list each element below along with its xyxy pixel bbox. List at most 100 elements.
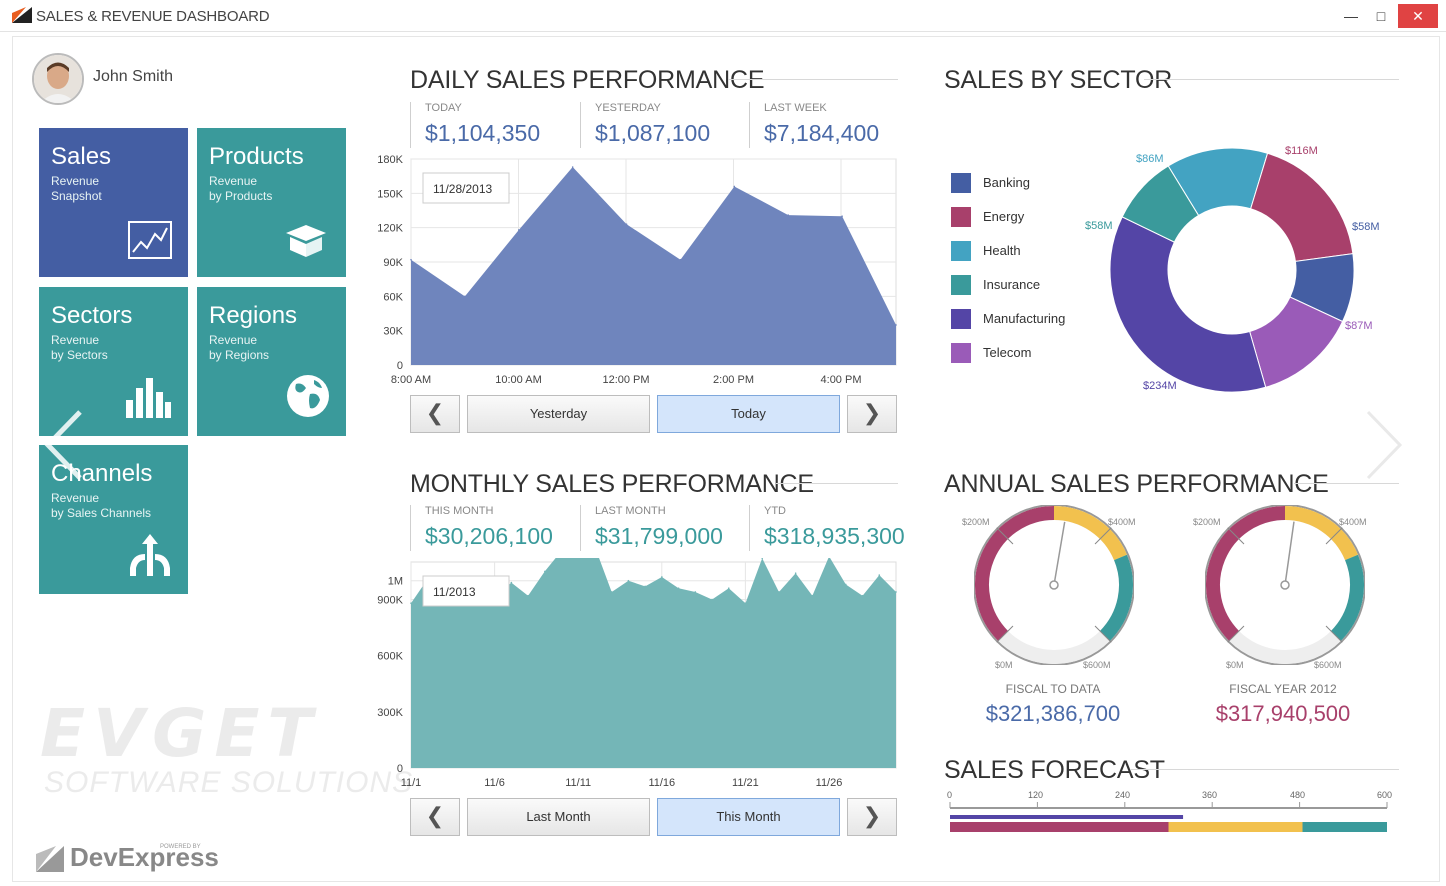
forecast-tick-label: 600 [1377,790,1393,800]
gauge-tick [996,625,1014,643]
data-point [410,258,412,261]
maximize-button[interactable]: □ [1376,8,1386,24]
data-point [761,558,764,560]
powered-by-label: POWERED BY [160,844,201,850]
gauge-hub [1049,580,1059,590]
data-point [878,574,881,576]
data-point [610,591,613,593]
legend-swatch [951,173,971,193]
legend-label: Insurance [983,277,1041,292]
gauge-tick [1227,527,1245,545]
monthly-prev-button[interactable]: ❮ [410,798,460,836]
gauge-band-low [975,506,1055,641]
metric-ytd: YTD $318,935,300 [749,505,905,551]
y-tick-label: 300K [377,707,403,719]
monthly-sales-area-chart[interactable]: 0 300K 600K 900K 1M 11/1 11/6 11/11 11/16 11/21 11… [370,558,910,794]
daily-sales-area-chart[interactable]: 0 30K 60K 90K 120K 150K 180K 8:00 AM 10:00 AM 12:… [370,155,910,391]
data-point [543,570,546,573]
last-month-button[interactable]: Last Month [467,798,650,836]
y-tick-label: 150K [377,188,403,200]
metric-value: $7,184,400 [764,120,880,146]
donut-label-manufacturing: $234M [1143,380,1177,392]
gauge-tick [1325,527,1343,545]
legend-label: Manufacturing [983,311,1066,326]
today-button[interactable]: Today [657,395,840,433]
forecast-band [950,822,1169,832]
metric-today: TODAY $1,104,350 [410,102,540,148]
donut-slice-insurance [1121,165,1200,243]
x-tick-label: 12:00 PM [602,374,649,386]
monthly-next-button[interactable]: ❯ [847,798,897,836]
tile-products[interactable]: Products Revenue by Products [197,128,346,277]
avatar[interactable] [32,53,84,105]
legend-label: Telecom [983,345,1032,360]
gauge-tick [1094,527,1112,545]
data-point [787,214,790,216]
globe-icon [287,375,329,417]
window-title: SALES & REVENUE DASHBOARD [36,8,270,25]
this-month-button[interactable]: This Month [657,798,840,836]
x-tick-label: 10:00 AM [495,374,541,386]
tile-sectors[interactable]: Sectors Revenue by Sectors [39,287,188,436]
metric-label: LAST MONTH [595,505,666,517]
tooltip-label: 11/2013 [433,585,476,599]
previous-page-arrow-icon[interactable] [42,408,84,482]
next-page-arrow-icon[interactable] [1364,408,1406,482]
gauge-caption: FISCAL YEAR 2012 [1229,682,1337,696]
donut-slice-manufacturing [1109,216,1267,393]
data-point [464,295,466,298]
metric-value: $1,087,100 [595,120,711,146]
annual-sales-title: ANNUAL SALES PERFORMANCE [944,470,1329,498]
data-point [517,229,520,231]
section-divider [776,483,898,484]
forecast-progress-bar [950,815,1184,819]
tile-title: Products [209,143,304,170]
data-point [677,587,680,590]
daily-next-button[interactable]: ❯ [847,395,897,433]
gauge-band-mid [1053,506,1127,561]
gauge-band-mid [1284,506,1358,561]
forecast-tick-label: 120 [1028,790,1044,800]
tile-sales[interactable]: Sales Revenue Snapshot [39,128,188,277]
metric-yesterday: YESTERDAY $1,087,100 [580,102,710,148]
daily-prev-button[interactable]: ❮ [410,395,460,433]
tile-regions[interactable]: Regions Revenue by Regions [197,287,346,436]
metric-label: TODAY [425,102,462,114]
legend-swatch [951,241,971,261]
gauge-tick-label: $0M [995,660,1013,670]
minimize-button[interactable]: — [1344,8,1358,24]
legend-swatch [951,343,971,363]
data-point [794,572,797,575]
y-tick-label: 0 [397,763,403,775]
sales-by-sector-donut-chart[interactable] [1060,125,1400,405]
data-point [510,581,513,584]
sales-forecast-bar-chart [949,802,1388,832]
area-series [411,558,896,768]
metric-last-week: LAST WEEK $7,184,400 [749,102,879,148]
forecast-tick-label: 240 [1115,790,1131,800]
gauge-band-high [1099,554,1133,641]
y-tick-label: 600K [377,651,403,663]
y-tick-label: 30K [383,326,403,338]
donut-label-health: $86M [1136,153,1164,165]
forecast-tick-label: 0 [947,790,953,800]
gauge-tick-label: $200M [1193,517,1221,527]
gauge-value: $317,940,500 [1215,701,1351,726]
x-tick-label: 2:00 PM [713,374,754,386]
tile-subtitle: Revenue by Sectors [51,333,108,362]
gauge-tick-label: $600M [1314,660,1342,670]
forecast-tick-label: 360 [1202,790,1218,800]
data-point [694,591,697,593]
tile-subtitle: Revenue by Sales Channels [51,491,152,520]
gauge-tick [996,527,1014,545]
donut-label-banking: $58M [1352,221,1380,233]
legend-label: Health [983,243,1021,258]
gauge-tick-label: $200M [962,517,990,527]
data-point [644,585,646,588]
close-button[interactable]: ✕ [1398,4,1438,28]
box-icon [286,225,326,257]
section-divider [1144,79,1399,80]
yesterday-button[interactable]: Yesterday [467,395,650,433]
x-tick-label: 8:00 AM [391,374,431,386]
x-tick-label: 11/16 [648,777,675,789]
